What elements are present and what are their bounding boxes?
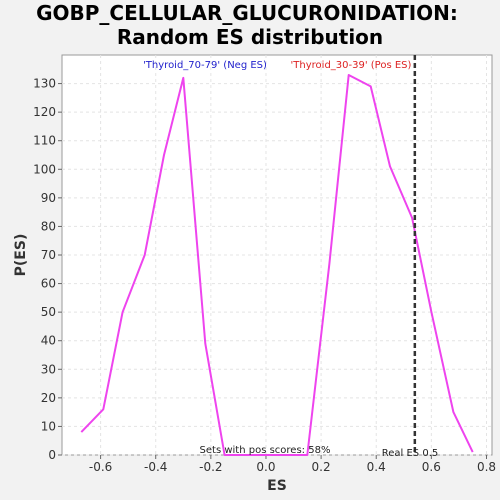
y-tick-label: 110 [33, 134, 56, 148]
x-tick-label: -0.4 [144, 460, 167, 474]
y-tick-label: 10 [41, 419, 56, 433]
x-tick-label: 0.6 [422, 460, 441, 474]
y-tick-label: 60 [41, 277, 56, 291]
chart-title-line1: GOBP_CELLULAR_GLUCURONIDATION: [36, 1, 458, 25]
y-tick-label: 40 [41, 334, 56, 348]
x-tick-label: -0.6 [89, 460, 112, 474]
x-axis-label: ES [267, 478, 287, 494]
y-tick-label: 50 [41, 305, 56, 319]
x-tick-label: 0.2 [312, 460, 331, 474]
chart-title-line2: Random ES distribution [117, 25, 383, 49]
x-tick-label: -0.2 [199, 460, 222, 474]
y-tick-label: 80 [41, 219, 56, 233]
grid-layer [62, 55, 492, 456]
y-axis-label: P(ES) [13, 234, 29, 277]
x-tick-label: 0.4 [367, 460, 386, 474]
y-tick-label: 20 [41, 391, 56, 405]
y-tick-label: 100 [33, 162, 56, 176]
y-tick-label: 30 [41, 362, 56, 376]
y-tick-label: 90 [41, 191, 56, 205]
x-tick-label: 0.0 [256, 460, 275, 474]
legend-pos-label: 'Thyroid_30-39' (Pos ES) [291, 60, 412, 71]
x-tick-label: 0.8 [477, 460, 496, 474]
legend-neg-label: 'Thyroid_70-79' (Neg ES) [143, 60, 267, 71]
plot-area [61, 54, 493, 456]
pos-scores-annotation: Sets with pos scores: 58% [200, 445, 331, 456]
tick-layer: -0.6 -0.4 -0.2 0.0 0.2 0.4 0.6 0.8 0 10 20 30 40 50 60… [33, 77, 496, 474]
y-tick-label: 120 [33, 105, 56, 119]
y-tick-label: 70 [41, 248, 56, 262]
y-tick-label: 130 [33, 77, 56, 91]
real-es-label: Real ES 0.5 [382, 448, 438, 459]
y-tick-label: 0 [48, 448, 56, 462]
